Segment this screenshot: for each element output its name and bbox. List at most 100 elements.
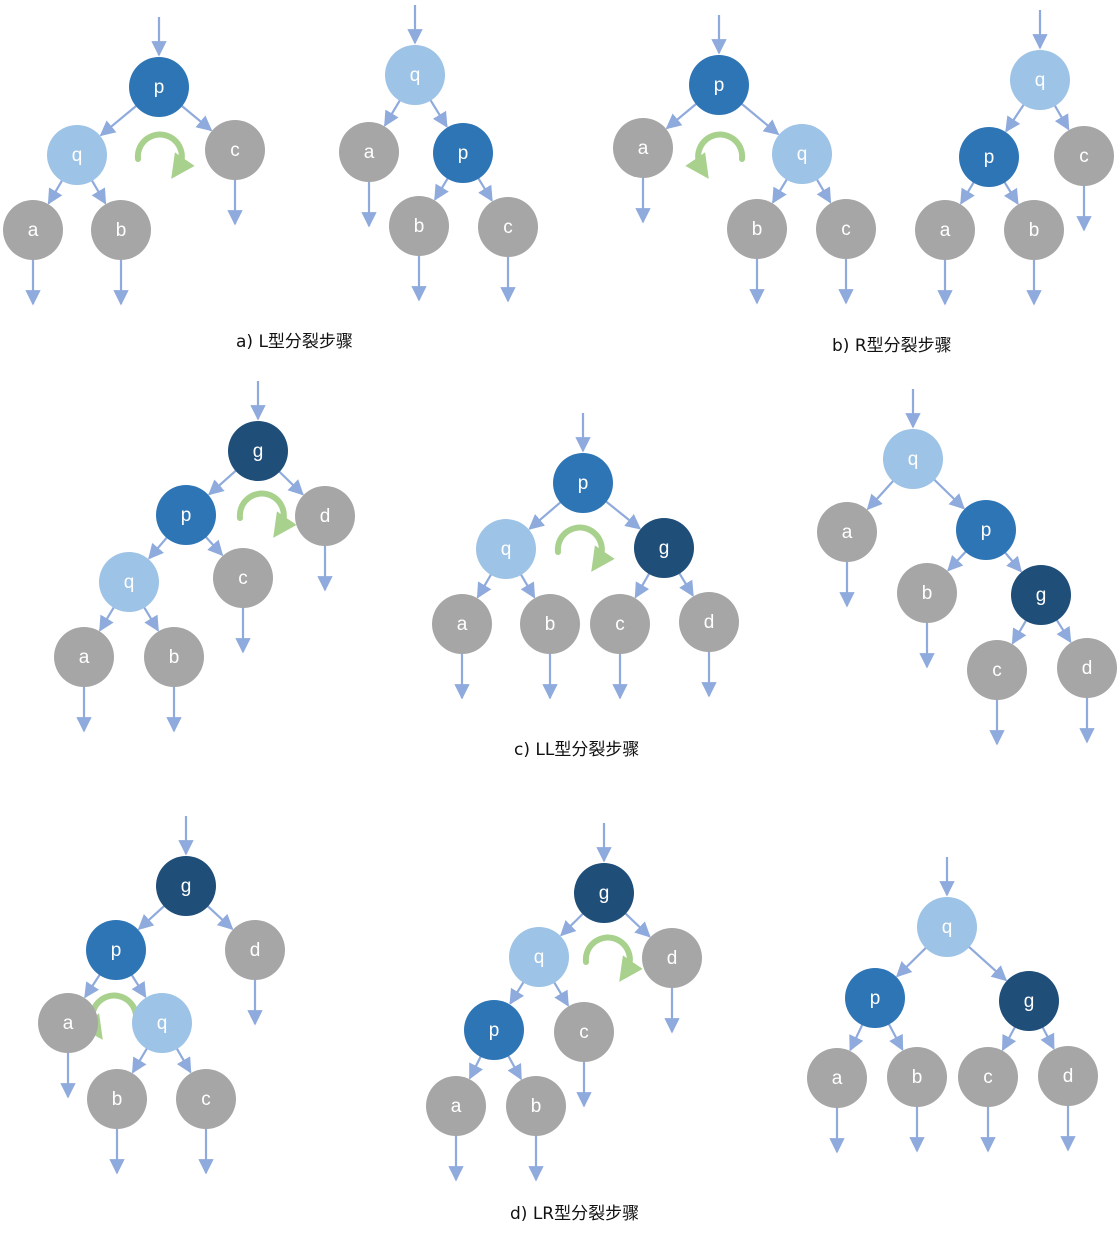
node-a: a [426,1076,486,1136]
node-b-label: b [531,1096,542,1117]
node-p: p [156,485,216,545]
node-c-label: c [503,217,513,238]
edge-q-g [967,944,1008,982]
node-a-circle [432,594,492,654]
node-q-label: q [1035,70,1046,91]
node-a-label: a [842,522,853,543]
node-c: c [1054,126,1114,186]
diagram-b-before-edges [635,15,854,305]
clockwise-rotation-icon [582,934,643,982]
node-q-label: q [410,65,421,86]
diagram-a-before-nodes: p q c a b [3,57,265,260]
node-g: g [634,518,694,578]
node-p-label: p [981,520,992,541]
node-b-label: b [169,647,180,668]
node-c-label: c [579,1022,589,1043]
node-a-label: a [63,1013,74,1034]
node-a: a [432,594,492,654]
node-g-circle [228,421,288,481]
node-b-label: b [112,1089,123,1110]
node-q-circle [132,993,192,1053]
node-c-label: c [841,219,851,240]
node-d: d [679,592,739,652]
node-q-circle [47,125,107,185]
node-q-label: q [942,917,953,938]
node-a-circle [613,118,673,178]
node-c: c [554,1002,614,1062]
node-c: c [213,548,273,608]
node-c-label: c [201,1089,211,1110]
node-c-label: c [615,614,625,635]
edge-q-p [428,98,448,128]
edge-g-d [277,469,304,496]
node-q-label: q [72,145,83,166]
node-g-label: g [599,883,610,904]
node-p-label: p [111,940,122,961]
node-p-circle [956,500,1016,560]
node-p: p [845,968,905,1028]
node-b-label: b [922,583,933,604]
node-g-label: g [181,876,192,897]
node-b: b [144,627,204,687]
edge-q-b [142,605,159,632]
node-p-circle [689,55,749,115]
node-p: p [553,453,613,513]
node-g-label: g [253,441,264,462]
caption-lr-split: d) LR型分裂步骤 [510,1204,640,1224]
node-p-label: p [578,473,589,494]
node-c-circle [590,594,650,654]
node-q-circle [99,552,159,612]
node-c-circle [967,640,1027,700]
diagram-d-step2-nodes: g q d p c a b [426,863,702,1136]
edge-g-d [623,911,651,938]
diagram-d-step2-edges [448,823,680,1182]
node-d: d [225,920,285,980]
node-g: g [999,971,1059,1031]
diagram-b-after-edges [937,10,1092,306]
node-a: a [339,122,399,182]
edge-g-c [634,571,651,599]
node-b-circle [897,563,957,623]
node-a-label: a [638,138,649,159]
node-p-circle [156,485,216,545]
edge-q-a [866,479,896,511]
node-g-label: g [1024,991,1035,1012]
diagram-a-before-edges [25,17,243,306]
node-q: q [47,125,107,185]
node-p: p [956,500,1016,560]
edge-p-c [179,104,213,132]
node-b-circle [1004,200,1064,260]
node-q-label: q [501,539,512,560]
node-a-circle [38,993,98,1053]
node-a-label: a [364,142,375,163]
counterclockwise-rotation-icon [685,131,746,179]
node-d-label: d [704,612,715,633]
node-b-label: b [116,220,127,241]
node-c-label: c [230,140,240,161]
edge-g-d [205,904,234,930]
node-p-circle [553,453,613,513]
node-b-circle [87,1069,147,1129]
edge-g-p [137,904,167,931]
node-g-label: g [1036,585,1047,606]
edge-p-q [148,535,169,560]
node-c-circle [1054,126,1114,186]
edge-p-a [849,1022,864,1052]
node-p-label: p [181,505,192,526]
node-p: p [689,55,749,115]
node-g-circle [574,863,634,923]
node-a-label: a [832,1068,843,1089]
node-p-circle [845,968,905,1028]
edge-q-a [47,178,64,205]
node-b-circle [506,1076,566,1136]
node-d-circle [1057,638,1117,698]
edge-p-b [947,549,968,572]
node-c-circle [478,197,538,257]
node-b-label: b [752,219,763,240]
edge-q-b [519,572,536,599]
edge-q-p [932,477,965,510]
node-b-circle [727,199,787,259]
node-a: a [817,502,877,562]
counterclockwise-rotation-icon [79,992,140,1040]
edge-q-c [552,980,569,1007]
